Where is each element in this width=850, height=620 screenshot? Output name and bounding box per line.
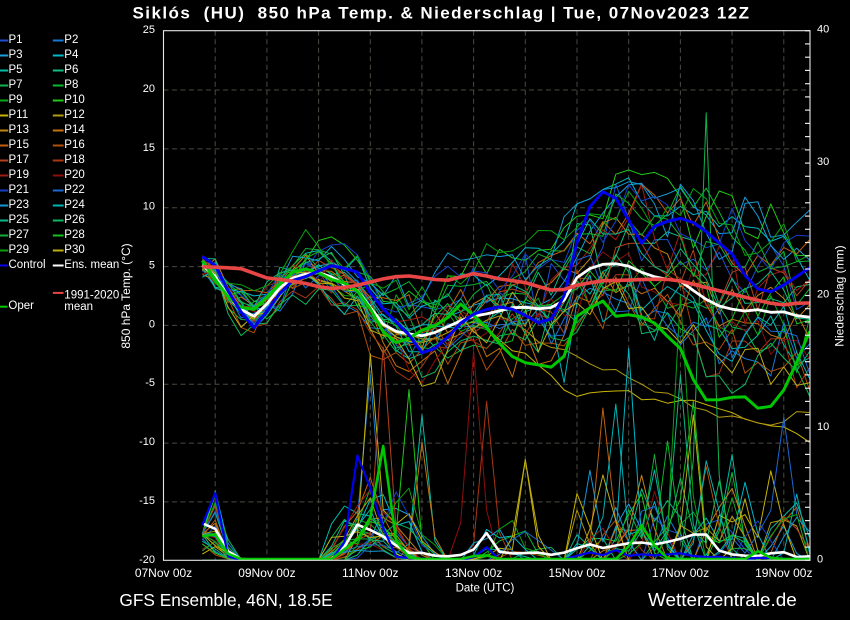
svg-text:GFS Ensemble, 46N, 18.5E: GFS Ensemble, 46N, 18.5E <box>119 590 332 610</box>
svg-text:30: 30 <box>817 156 829 168</box>
svg-text:P10: P10 <box>64 94 84 106</box>
svg-text:P28: P28 <box>64 229 84 241</box>
svg-text:P17: P17 <box>9 154 29 166</box>
svg-text:P19: P19 <box>9 169 29 181</box>
svg-text:5: 5 <box>149 260 155 272</box>
svg-text:P6: P6 <box>64 64 78 76</box>
svg-text:P11: P11 <box>9 109 29 121</box>
svg-text:10: 10 <box>143 201 155 213</box>
svg-text:P2: P2 <box>64 34 78 46</box>
svg-text:07Nov 00z: 07Nov 00z <box>135 566 192 580</box>
svg-text:-20: -20 <box>139 554 155 566</box>
svg-text:P4: P4 <box>64 49 79 61</box>
svg-text:P12: P12 <box>64 109 84 121</box>
svg-text:-5: -5 <box>145 377 155 389</box>
svg-text:P22: P22 <box>64 184 84 196</box>
svg-text:P16: P16 <box>64 139 84 151</box>
svg-text:40: 40 <box>817 24 829 36</box>
svg-text:P23: P23 <box>9 199 29 211</box>
svg-text:Control: Control <box>9 259 46 271</box>
svg-text:P30: P30 <box>64 244 84 256</box>
svg-text:P8: P8 <box>64 79 78 91</box>
svg-text:19Nov 00z: 19Nov 00z <box>755 566 812 580</box>
svg-text:P18: P18 <box>64 154 84 166</box>
svg-text:17Nov 00z: 17Nov 00z <box>652 566 709 580</box>
svg-text:1991-2020: 1991-2020 <box>64 289 119 301</box>
svg-text:P9: P9 <box>9 94 23 106</box>
svg-text:10: 10 <box>817 421 829 433</box>
svg-text:P26: P26 <box>64 214 84 226</box>
svg-text:25: 25 <box>143 24 155 36</box>
svg-text:09Nov 00z: 09Nov 00z <box>238 566 295 580</box>
svg-text:Wetterzentrale.de: Wetterzentrale.de <box>648 590 797 611</box>
svg-text:Ens. mean: Ens. mean <box>64 259 119 271</box>
svg-text:P1: P1 <box>9 34 23 46</box>
svg-text:P29: P29 <box>9 244 29 256</box>
svg-text:P7: P7 <box>9 79 23 91</box>
svg-text:P24: P24 <box>64 199 85 211</box>
svg-text:15: 15 <box>143 142 155 154</box>
svg-text:P20: P20 <box>64 169 84 181</box>
svg-text:15Nov 00z: 15Nov 00z <box>548 566 605 580</box>
svg-text:20: 20 <box>143 83 155 95</box>
svg-text:20: 20 <box>817 289 829 301</box>
svg-text:Niederschlag (mm): Niederschlag (mm) <box>833 245 847 346</box>
svg-text:P25: P25 <box>9 214 29 226</box>
svg-text:0: 0 <box>149 318 155 330</box>
svg-text:Siklós (HU) 850 hPa Temp. &: Siklós (HU) 850 hPa Temp. & Niederschlag… <box>133 4 751 23</box>
svg-text:P3: P3 <box>9 49 23 61</box>
svg-text:Date (UTC): Date (UTC) <box>456 583 515 595</box>
svg-text:-15: -15 <box>139 495 155 507</box>
svg-text:P13: P13 <box>9 124 29 136</box>
svg-text:-10: -10 <box>139 436 155 448</box>
svg-text:P21: P21 <box>9 184 29 196</box>
svg-text:Oper: Oper <box>8 300 34 312</box>
svg-text:P27: P27 <box>9 229 29 241</box>
svg-text:P14: P14 <box>64 124 85 136</box>
svg-text:P15: P15 <box>9 139 29 151</box>
svg-text:13Nov 00z: 13Nov 00z <box>445 566 502 580</box>
svg-text:P5: P5 <box>9 64 23 76</box>
svg-text:11Nov 00z: 11Nov 00z <box>342 566 398 580</box>
svg-text:0: 0 <box>817 553 823 565</box>
svg-text:850 hPa Temp. (°C): 850 hPa Temp. (°C) <box>119 243 133 348</box>
svg-text:mean: mean <box>64 301 93 313</box>
